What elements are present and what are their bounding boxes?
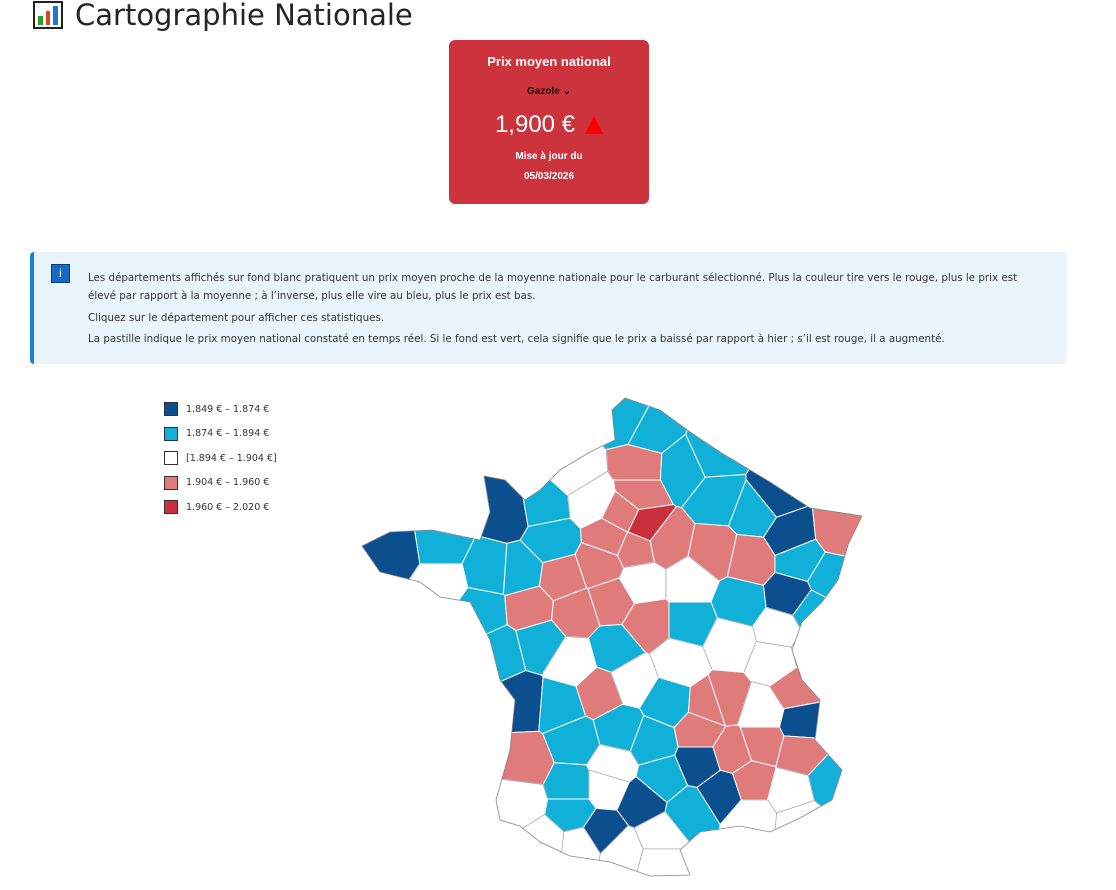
price-value: 1,900 €: [494, 111, 576, 138]
department-region[interactable]: [340, 563, 469, 730]
legend-item: 1.874 € – 1.894 €: [164, 422, 277, 447]
info-text-1: Les départements affichés sur fond blanc…: [88, 272, 1018, 302]
update-info: Mise à jour du 05/03/2026: [449, 147, 649, 187]
department-region[interactable]: [368, 669, 544, 741]
update-date: 05/03/2026: [523, 171, 575, 182]
trend-up-icon: [585, 116, 604, 134]
national-price-card: Prix moyen national Gazole ⌄ 1,900 € Mis…: [449, 40, 649, 204]
legend-item: 1.960 € – 2.020 €: [164, 495, 277, 520]
chevron-down-icon: ⌄: [562, 86, 571, 97]
page-title-text: Cartographie Nationale: [75, 0, 413, 32]
legend-item: [1.894 € – 1.904 €]: [164, 446, 277, 471]
national-price: 1,900 €: [449, 111, 649, 139]
department-region[interactable]: [635, 754, 689, 804]
page-title: Cartographie Nationale: [33, 0, 413, 32]
bar-chart-icon: [33, 1, 63, 29]
legend-label: [1.894 € – 1.904 €]: [186, 452, 277, 464]
info-text-2: Cliquez sur le département pour afficher…: [88, 312, 385, 324]
department-region[interactable]: [340, 380, 421, 685]
legend-label: 1.849 € – 1.874 €: [186, 403, 270, 415]
department-region[interactable]: [396, 380, 529, 544]
legend-swatch: [164, 426, 178, 441]
price-card-heading: Prix moyen national: [487, 54, 611, 69]
department-region[interactable]: [340, 730, 555, 786]
department-region[interactable]: [408, 586, 508, 670]
legend-item: 1.904 € – 1.960 €: [164, 471, 277, 496]
legend-swatch: [164, 451, 178, 466]
info-text-3: La pastille indique le prix moyen nation…: [88, 333, 945, 345]
legend-label: 1.874 € – 1.894 €: [186, 428, 270, 440]
update-label: Mise à jour du: [515, 151, 583, 162]
fuel-select[interactable]: Gazole ⌄: [449, 86, 649, 97]
info-alert: i Les départements affichés sur fond bla…: [30, 252, 1067, 364]
department-region[interactable]: [340, 624, 527, 747]
legend-label: 1.904 € – 1.960 €: [186, 477, 270, 489]
legend-swatch: [164, 500, 178, 515]
department-region[interactable]: [422, 814, 565, 890]
department-region[interactable]: [685, 380, 809, 478]
legend-item: 1.849 € – 1.874 €: [164, 397, 277, 422]
legend-label: 1.960 € – 2.020 €: [186, 501, 270, 513]
department-region[interactable]: [745, 380, 880, 518]
department-region[interactable]: [769, 800, 880, 890]
map-legend: 1.849 € – 1.874 € 1.874 € – 1.894 € [1.894…: [164, 397, 277, 520]
info-icon: i: [51, 264, 70, 283]
legend-swatch: [164, 402, 178, 417]
department-region[interactable]: [811, 381, 880, 564]
fuel-select-value: Gazole: [527, 86, 560, 97]
department-region[interactable]: [807, 719, 880, 855]
department-region[interactable]: [631, 848, 731, 890]
legend-swatch: [164, 475, 178, 490]
